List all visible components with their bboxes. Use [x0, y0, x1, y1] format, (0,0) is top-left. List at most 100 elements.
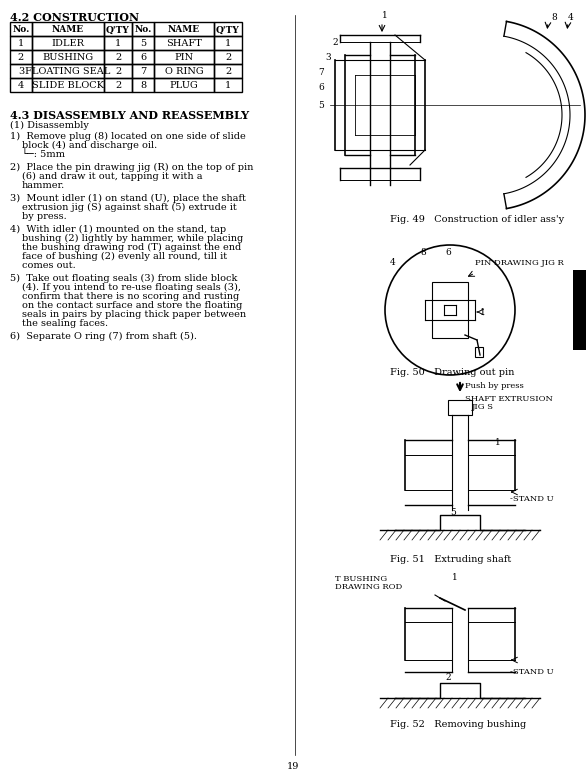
Text: NAME: NAME [52, 25, 84, 35]
Text: 2: 2 [115, 68, 121, 76]
Text: by press.: by press. [22, 212, 67, 221]
Bar [10, 36, 32, 50]
Text: 6: 6 [318, 83, 323, 92]
Text: 2: 2 [115, 53, 121, 62]
Bar [132, 50, 154, 64]
Text: O RING: O RING [165, 68, 203, 76]
Text: NAME: NAME [168, 25, 200, 35]
Text: 1: 1 [480, 308, 486, 317]
Text: bushing (2) lightly by hammer, while placing: bushing (2) lightly by hammer, while pla… [22, 234, 243, 243]
Bar [132, 64, 154, 78]
Text: 8: 8 [140, 82, 146, 91]
Bar [154, 64, 214, 78]
Text: 5: 5 [140, 39, 146, 49]
Text: -STAND U: -STAND U [510, 495, 554, 503]
Bar [104, 50, 132, 64]
Text: SLIDE BLOCK: SLIDE BLOCK [32, 82, 104, 91]
Bar [104, 22, 132, 36]
Bar [214, 78, 242, 92]
Text: 19: 19 [287, 762, 299, 770]
Text: 2: 2 [115, 82, 121, 91]
Bar [104, 36, 132, 50]
Text: the bushing drawing rod (T) against the end: the bushing drawing rod (T) against the … [22, 243, 241, 252]
Text: confirm that there is no scoring and rusting: confirm that there is no scoring and rus… [22, 292, 239, 301]
Bar [573, 270, 586, 350]
Text: (1) Disassembly: (1) Disassembly [10, 121, 89, 130]
Text: └─: 5mm: └─: 5mm [22, 150, 65, 159]
Bar [132, 22, 154, 36]
Text: 3: 3 [18, 68, 24, 76]
Text: PIN DRAWING JIG R: PIN DRAWING JIG R [475, 259, 564, 267]
Text: T BUSHING: T BUSHING [335, 575, 387, 583]
Text: 2)  Place the pin drawing jig (R) on the top of pin: 2) Place the pin drawing jig (R) on the … [10, 163, 253, 172]
Bar [214, 64, 242, 78]
Bar [104, 78, 132, 92]
Bar [10, 22, 32, 36]
Text: face of bushing (2) evenly all round, till it: face of bushing (2) evenly all round, ti… [22, 252, 227, 261]
Text: PIN: PIN [175, 53, 193, 62]
Text: 2: 2 [225, 53, 231, 62]
Text: 1: 1 [452, 573, 458, 582]
Text: SHAFT EXTRUSION: SHAFT EXTRUSION [465, 395, 553, 403]
Bar [32, 22, 104, 36]
Text: 3: 3 [325, 53, 331, 62]
Text: extrusion jig (S) against shaft (5) extrude it: extrusion jig (S) against shaft (5) extr… [22, 203, 237, 212]
Text: IDLER: IDLER [52, 39, 84, 49]
Text: Fig. 50   Drawing out pin: Fig. 50 Drawing out pin [390, 368, 515, 377]
Text: BUSHING: BUSHING [42, 53, 94, 62]
Text: 8: 8 [551, 13, 557, 22]
Text: block (4) and discharge oil.: block (4) and discharge oil. [22, 141, 157, 150]
Text: Fig. 52   Removing bushing: Fig. 52 Removing bushing [390, 720, 526, 729]
Text: 2: 2 [225, 68, 231, 76]
Text: 2: 2 [18, 53, 24, 62]
Text: seals in pairs by placing thick paper between: seals in pairs by placing thick paper be… [22, 310, 246, 319]
Bar [214, 50, 242, 64]
Bar [32, 64, 104, 78]
Bar [214, 22, 242, 36]
Bar [32, 50, 104, 64]
Text: 7: 7 [318, 68, 323, 77]
Text: on the contact surface and store the floating: on the contact surface and store the flo… [22, 301, 243, 310]
Text: 4.3 DISASSEMBLY AND REASSEMBLY: 4.3 DISASSEMBLY AND REASSEMBLY [10, 110, 249, 121]
Bar [154, 50, 214, 64]
Text: Fig. 51   Extruding shaft: Fig. 51 Extruding shaft [390, 555, 511, 564]
Text: (6) and draw it out, tapping it with a: (6) and draw it out, tapping it with a [22, 172, 203, 181]
Text: (4). If you intend to re-use floating seals (3),: (4). If you intend to re-use floating se… [22, 283, 241, 292]
Text: 6: 6 [445, 248, 451, 257]
Text: 6)  Separate O ring (7) from shaft (5).: 6) Separate O ring (7) from shaft (5). [10, 332, 197, 341]
Bar [10, 64, 32, 78]
Bar [154, 36, 214, 50]
Bar [132, 78, 154, 92]
Bar [104, 64, 132, 78]
Bar [214, 36, 242, 50]
Text: 4: 4 [568, 13, 574, 22]
Text: 4)  With idler (1) mounted on the stand, tap: 4) With idler (1) mounted on the stand, … [10, 225, 226, 234]
Text: 1: 1 [495, 438, 501, 447]
Bar [32, 36, 104, 50]
Text: 8: 8 [420, 248, 426, 257]
Text: -STAND U: -STAND U [510, 668, 554, 676]
Text: 1: 1 [225, 82, 231, 91]
Text: 4.2 CONSTRUCTION: 4.2 CONSTRUCTION [10, 12, 139, 23]
Text: DRAWING ROD: DRAWING ROD [335, 583, 402, 591]
Bar [154, 22, 214, 36]
Text: comes out.: comes out. [22, 261, 76, 270]
Text: 2: 2 [332, 38, 338, 47]
Text: Push by press: Push by press [465, 382, 524, 390]
Text: No.: No. [134, 25, 152, 35]
Text: Q'TY: Q'TY [106, 25, 130, 35]
Bar [432, 282, 468, 338]
Text: 1: 1 [382, 11, 388, 20]
Text: 2: 2 [445, 673, 451, 682]
Text: 5: 5 [318, 101, 324, 110]
Text: 5: 5 [450, 508, 456, 517]
Bar [448, 400, 472, 415]
Text: PLUG: PLUG [169, 82, 199, 91]
Text: 1: 1 [115, 39, 121, 49]
Text: 1: 1 [225, 39, 231, 49]
Bar [10, 50, 32, 64]
Bar [154, 78, 214, 92]
Text: 1: 1 [18, 39, 24, 49]
Text: No.: No. [12, 25, 30, 35]
Text: 6: 6 [140, 53, 146, 62]
